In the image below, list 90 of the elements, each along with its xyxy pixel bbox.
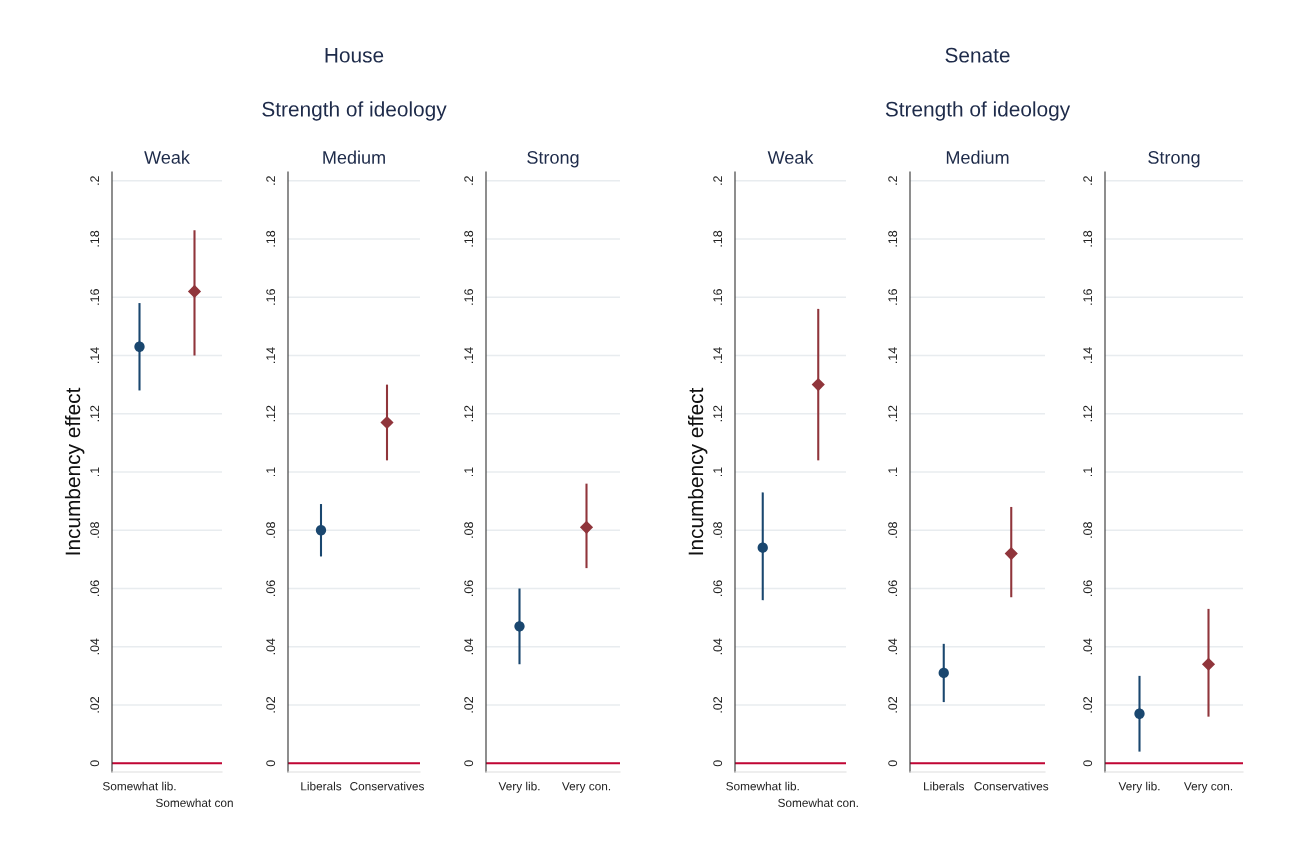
x-tick-label: Liberals (301, 781, 342, 791)
text: Senate (945, 47, 1010, 63)
y-tick-label: .06 (713, 580, 723, 597)
x-tick-label: Somewhat con (155, 798, 233, 808)
y-tick-label: .2 (888, 176, 897, 185)
y-tick-label: .12 (1083, 405, 1092, 422)
y-tick-label: .18 (888, 230, 898, 247)
x-tick-label: Very lib. (498, 781, 540, 793)
y-tick-label: .08 (464, 522, 474, 538)
y-tick-label: 0 (266, 760, 276, 767)
y-tick-label: .08 (888, 522, 898, 538)
chart-title: Weak (767, 150, 814, 164)
y-tick-label: .1 (266, 467, 275, 477)
y-tick-label: .2 (713, 176, 722, 185)
text: Strength of ideology (885, 101, 1071, 121)
y-tick-label: .02 (1083, 696, 1093, 713)
y-tick-label: .16 (90, 289, 100, 305)
y-tick-label: .12 (464, 405, 473, 422)
y-tick-label: .2 (1083, 176, 1092, 185)
x-tick-label: Very con. (561, 782, 611, 793)
y-tick-label: .2 (90, 176, 99, 185)
y-tick-label: .06 (266, 580, 276, 597)
chart-title: Medium (323, 150, 385, 164)
x-tick-label: Very con. (1183, 782, 1233, 793)
y-tick-label: .18 (266, 230, 276, 247)
x-tick-label: Somewhat con. (778, 798, 858, 808)
y-tick-label: .18 (1083, 230, 1093, 247)
y-tick-label: .06 (1083, 580, 1093, 597)
y-tick-label: .14 (266, 347, 275, 364)
y-tick-label: 0 (1083, 760, 1093, 767)
y-tick-label: .02 (888, 696, 898, 713)
chart-title: Strong (1148, 151, 1200, 168)
y-tick-label: .12 (888, 405, 897, 422)
y-tick-label: .16 (713, 289, 723, 305)
chart-title: Medium (946, 150, 1009, 164)
y-tick-label: .04 (713, 638, 723, 655)
y-tick-label: .16 (1083, 289, 1093, 305)
y-tick-label: 0 (464, 760, 474, 767)
y-tick-label: .06 (888, 580, 898, 597)
y-tick-label: .14 (464, 347, 473, 364)
y-tick-label: .12 (90, 405, 99, 422)
y-tick-label: .04 (1083, 638, 1093, 655)
y-axis-title: Incumbency effect (687, 387, 708, 555)
chart-title: Strong (527, 151, 579, 168)
y-tick-label: .14 (888, 347, 897, 364)
y-tick-label: .02 (713, 696, 723, 713)
x-tick-label: Conservatives (350, 781, 424, 791)
y-tick-label: .04 (266, 638, 276, 655)
chart-title: Weak (144, 150, 190, 164)
y-tick-label: .18 (713, 230, 723, 247)
y-tick-label: .16 (888, 289, 898, 305)
y-tick-label: .1 (1083, 467, 1092, 477)
y-tick-label: .02 (90, 696, 100, 713)
y-tick-label: .08 (713, 522, 723, 538)
y-tick-label: .16 (266, 289, 276, 305)
y-tick-label: .1 (713, 467, 722, 477)
y-tick-label: .16 (464, 289, 474, 305)
y-tick-label: .02 (464, 696, 474, 713)
y-tick-label: .12 (713, 405, 722, 422)
y-tick-label: .1 (90, 467, 99, 477)
y-tick-label: 0 (713, 760, 723, 767)
x-tick-label: Very lib. (1118, 781, 1160, 793)
y-tick-label: .08 (90, 522, 100, 538)
y-tick-label: .06 (90, 580, 100, 597)
y-tick-label: .1 (888, 467, 897, 477)
y-tick-label: .08 (1083, 522, 1093, 538)
y-tick-label: .04 (888, 638, 898, 655)
x-tick-label: Liberals (924, 781, 964, 791)
y-tick-label: .18 (90, 230, 100, 247)
y-axis-title: Incumbency effect (64, 387, 85, 555)
y-tick-label: .1 (464, 467, 473, 477)
y-tick-label: .18 (464, 230, 474, 247)
y-tick-label: .04 (90, 638, 100, 655)
y-tick-label: .14 (90, 347, 99, 364)
text: House (325, 48, 384, 63)
y-tick-label: .02 (266, 696, 276, 713)
x-tick-label: Somewhat lib. (726, 781, 799, 791)
y-tick-label: .12 (266, 405, 275, 422)
y-tick-label: 0 (888, 760, 898, 767)
text: Strength of ideology (262, 101, 447, 121)
y-tick-label: 0 (90, 760, 100, 767)
x-tick-label: Conservatives (974, 781, 1049, 791)
y-tick-label: .2 (266, 176, 275, 185)
y-tick-label: .2 (464, 176, 473, 185)
y-tick-label: .14 (1083, 347, 1092, 364)
y-tick-label: .04 (464, 638, 474, 655)
x-tick-label: Somewhat lib. (102, 781, 176, 791)
y-tick-label: .14 (713, 347, 722, 364)
y-tick-label: .08 (266, 522, 276, 538)
y-tick-label: .06 (464, 580, 474, 597)
